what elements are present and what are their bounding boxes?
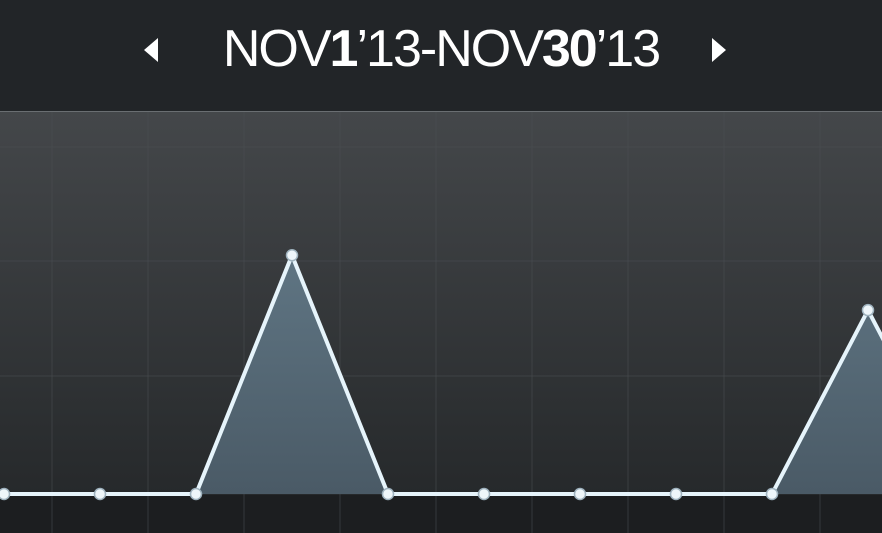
data-point — [189, 487, 203, 501]
next-range-button[interactable] — [698, 30, 738, 70]
end-year: ’13 — [595, 20, 661, 78]
data-point — [669, 487, 683, 501]
date-range-header: NOV1’13-NOV30’13 — [0, 0, 882, 112]
triangle-right-icon — [712, 38, 726, 62]
data-point — [573, 487, 587, 501]
date-range-label: NOV1’13-NOV30’13 — [0, 16, 882, 82]
previous-range-button[interactable] — [132, 30, 172, 70]
chart-area — [0, 112, 882, 533]
plot-footer — [0, 495, 882, 533]
data-point — [477, 487, 491, 501]
data-point — [0, 487, 11, 501]
data-point — [861, 303, 875, 317]
series-points — [0, 249, 875, 501]
plot-background — [0, 112, 882, 495]
start-year: ’13 — [356, 20, 421, 78]
data-point — [285, 249, 299, 262]
range-separator: - — [419, 20, 437, 78]
end-month: NOV — [435, 20, 544, 78]
start-month: NOV — [222, 20, 332, 78]
series-fill — [4, 255, 882, 494]
triangle-left-icon — [144, 38, 158, 62]
area-chart — [0, 112, 882, 533]
data-point — [765, 487, 779, 501]
end-day: 30 — [541, 20, 598, 78]
start-day: 1 — [329, 20, 359, 78]
data-point — [93, 487, 107, 501]
data-point — [381, 487, 395, 501]
